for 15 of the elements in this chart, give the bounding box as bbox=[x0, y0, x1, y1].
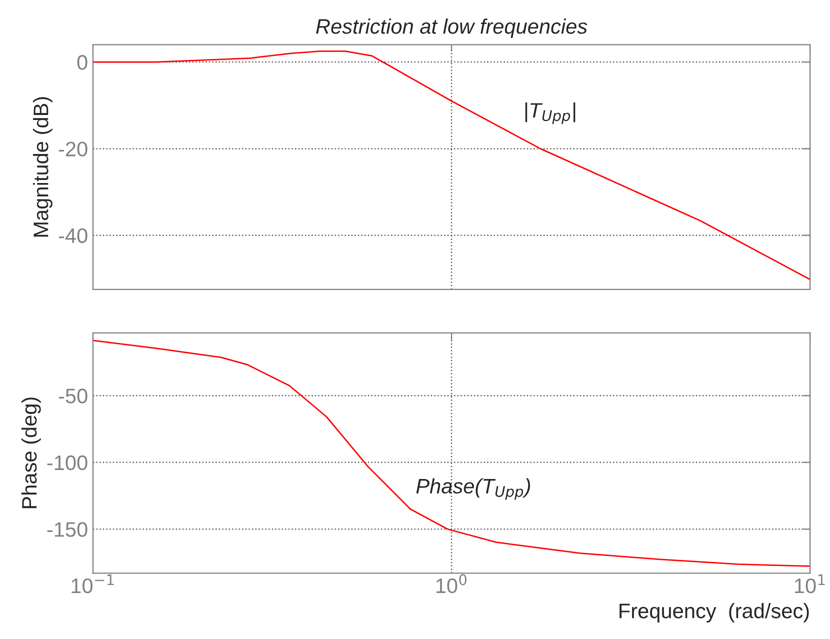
y-tick-label: -40 bbox=[58, 228, 88, 244]
x-tick-label: 10$^{1}$ bbox=[795, 574, 825, 594]
y-axis-title: Magnitude (dB) bbox=[33, 97, 52, 237]
annotation: |T$_{Upp}$| bbox=[525, 102, 576, 124]
y-tick-label: -20 bbox=[58, 142, 88, 156]
y-axis-title: Phase (deg) bbox=[21, 398, 41, 508]
y-tick-label: 0 bbox=[77, 55, 88, 70]
x-tick-label: 10$^{−1}$ bbox=[72, 574, 114, 594]
annotation: Phase(T$_{Upp}$) bbox=[416, 478, 530, 500]
y-tick-label: -50 bbox=[58, 388, 88, 404]
y-tick-label: -100 bbox=[47, 455, 88, 470]
x-tick-label: 10$^{0}$ bbox=[436, 574, 467, 594]
chart-title: Restriction at low frequencies bbox=[316, 18, 588, 38]
y-tick-label: -150 bbox=[47, 522, 88, 537]
x-axis-title: Frequency (rad/sec) bbox=[620, 603, 809, 622]
